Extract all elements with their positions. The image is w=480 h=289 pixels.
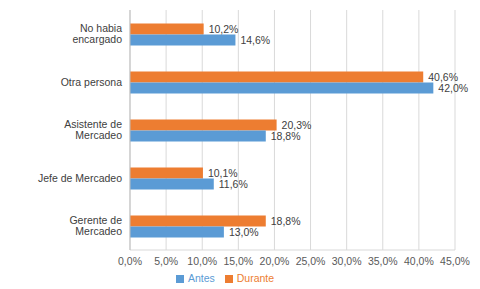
svg-text:Gerente deMercadeo: Gerente deMercadeo — [69, 214, 122, 237]
html-text:Durante: Durante — [236, 272, 275, 284]
svg-text:45,0%: 45,0% — [440, 255, 470, 267]
svg-text:42,0%: 42,0% — [438, 82, 468, 94]
svg-text:10,2%: 10,2% — [209, 23, 239, 35]
svg-text:14,6%: 14,6% — [240, 34, 270, 46]
svg-text:10,0%: 10,0% — [187, 255, 217, 267]
svg-text:40,0%: 40,0% — [404, 255, 434, 267]
svg-text:5,0%: 5,0% — [154, 255, 178, 267]
svg-text:20,3%: 20,3% — [281, 118, 312, 131]
svg-text:18,8%: 18,8% — [271, 215, 301, 227]
svg-text:11,6%: 11,6% — [219, 178, 248, 190]
svg-text:Otra persona: Otra persona — [61, 76, 122, 88]
svg-text:18,8%: 18,8% — [271, 130, 301, 142]
svg-text:15,0%: 15,0% — [223, 255, 253, 267]
svg-text:Jefe de Mercadeo: Jefe de Mercadeo — [38, 172, 122, 184]
svg-text:0,0%: 0,0% — [118, 255, 142, 267]
svg-text:40,6%: 40,6% — [428, 70, 458, 83]
svg-text:35,0%: 35,0% — [368, 255, 398, 267]
svg-text:Asistente deMercadeo: Asistente deMercadeo — [64, 118, 122, 141]
svg-text:20,0%: 20,0% — [260, 255, 290, 267]
svg-text:30,0%: 30,0% — [332, 255, 362, 267]
html-text:Antes: Antes — [187, 272, 215, 284]
svg-text:10,1%: 10,1% — [207, 166, 238, 179]
svg-text:13,0%: 13,0% — [229, 226, 259, 238]
svg-text:No habiaencargado: No habiaencargado — [72, 22, 122, 45]
svg-text:25,0%: 25,0% — [296, 255, 326, 267]
